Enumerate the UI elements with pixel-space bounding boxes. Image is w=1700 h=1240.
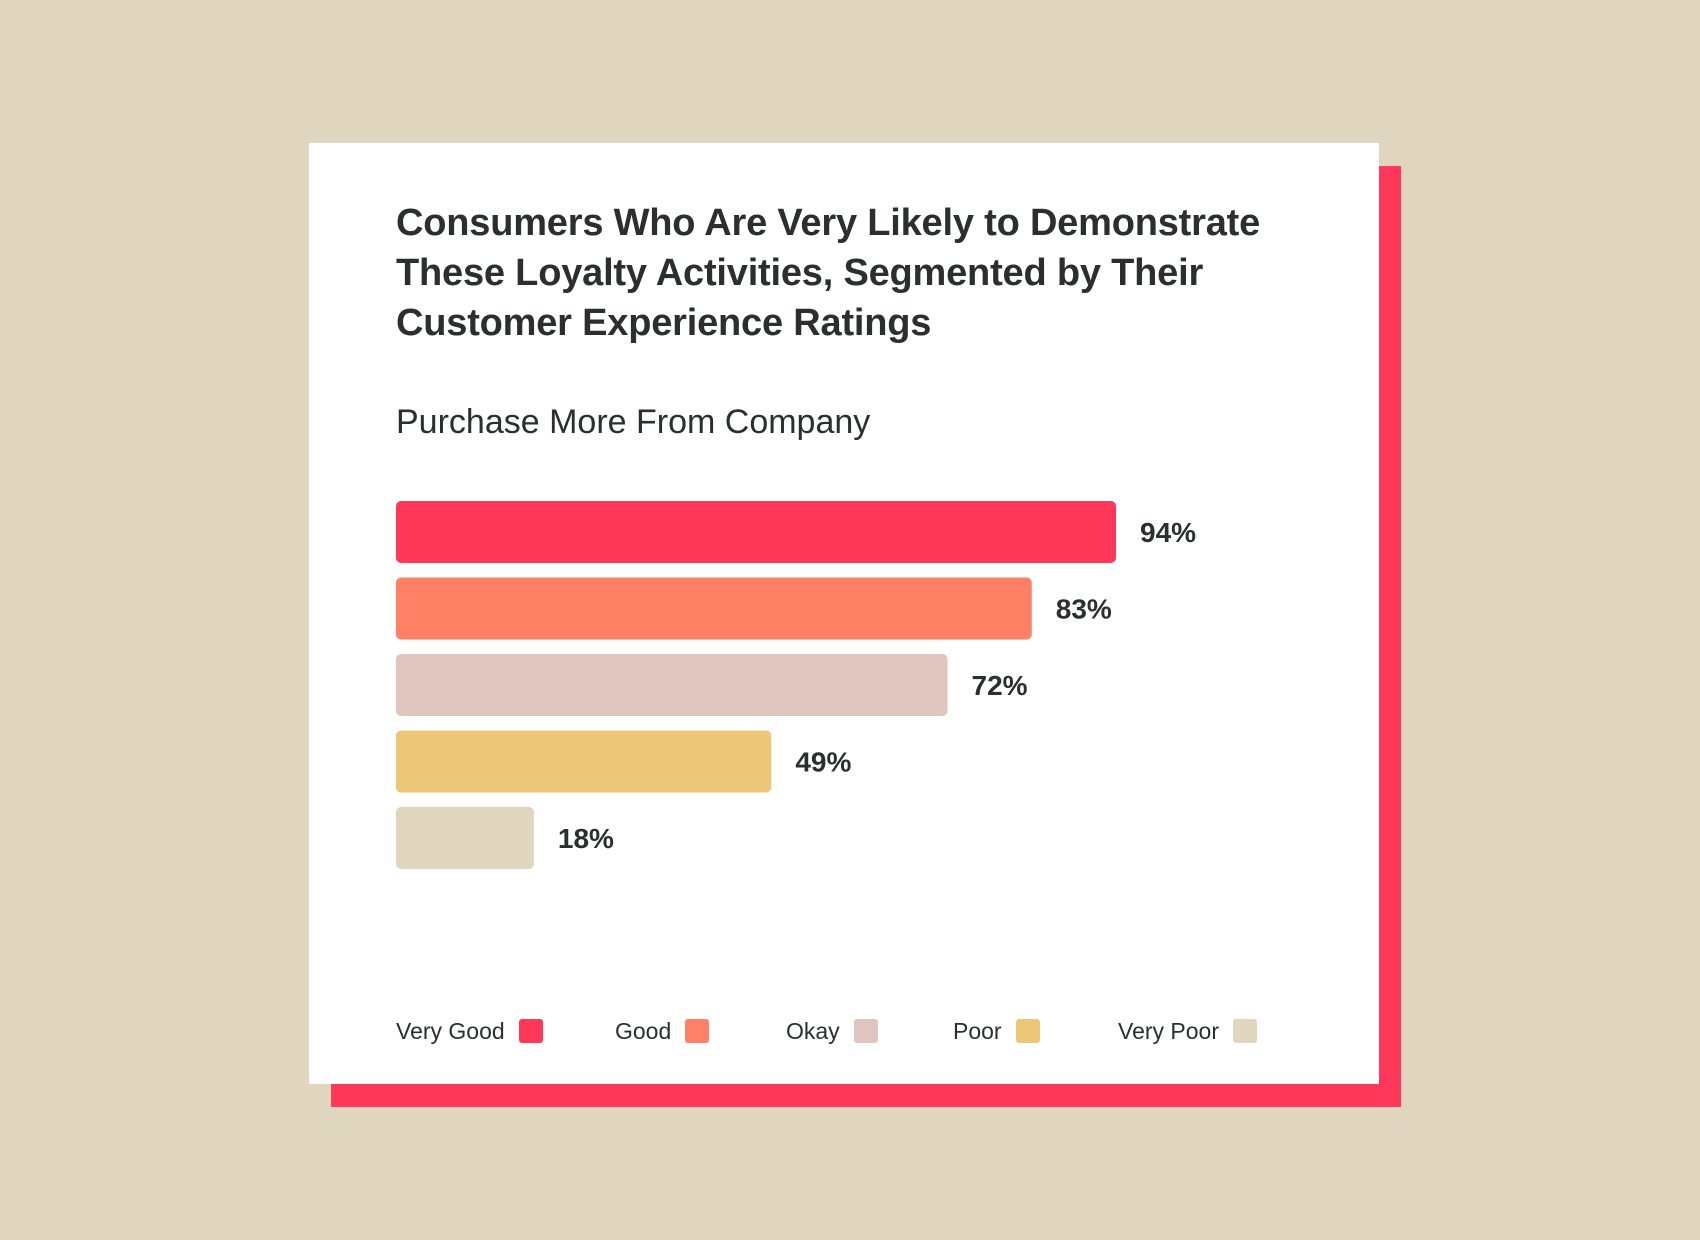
legend-label: Good <box>615 1017 672 1044</box>
legend-item-very-poor: Very Poor <box>1118 1011 1257 1051</box>
legend-item-poor: Poor <box>953 1011 1040 1051</box>
chart-card: Consumers Who Are Very Likely to Demonst… <box>309 143 1379 1084</box>
legend-item-very-good: Very Good <box>396 1011 543 1051</box>
legend-label: Okay <box>786 1017 840 1044</box>
data-label-very-good: 94% <box>1140 517 1196 548</box>
legend-item-okay: Okay <box>786 1011 878 1051</box>
legend-label: Very Good <box>396 1017 505 1044</box>
data-label-very-poor: 18% <box>558 823 614 854</box>
legend-item-good: Good <box>615 1011 710 1051</box>
chart-legend: Very Good Good Okay Poor Very Poor <box>396 1011 1296 1051</box>
legend-swatch <box>853 1019 878 1043</box>
legend-label: Poor <box>953 1017 1002 1044</box>
legend-label: Very Poor <box>1118 1017 1219 1044</box>
data-label-good: 83% <box>1056 594 1112 625</box>
bar-good <box>396 577 1032 640</box>
legend-swatch <box>518 1019 543 1043</box>
bar-very-good <box>396 501 1117 563</box>
legend-swatch <box>1015 1019 1040 1043</box>
data-label-poor: 49% <box>795 747 851 778</box>
legend-swatch <box>685 1019 710 1043</box>
chart-subtitle: Purchase More From Company <box>396 403 871 441</box>
bar-chart: 94% 83% 72% 49% 18% <box>396 501 1196 869</box>
legend-swatch <box>1233 1019 1257 1043</box>
bar-poor <box>396 730 772 793</box>
data-label-okay: 72% <box>972 670 1028 701</box>
bar-very-poor <box>396 807 534 869</box>
chart-title: Consumers Who Are Very Likely to Demonst… <box>396 202 1261 344</box>
bar-okay <box>396 654 948 716</box>
